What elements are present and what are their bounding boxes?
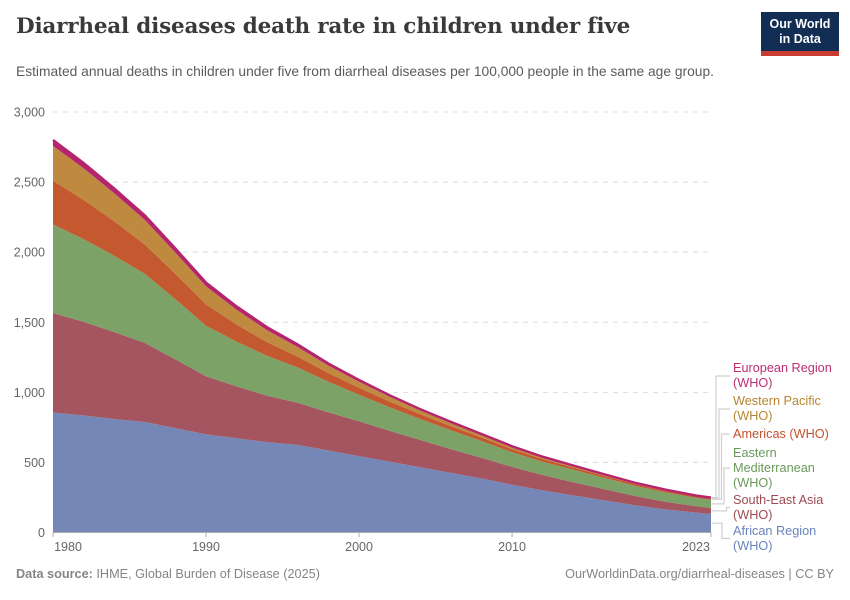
legend-item-western-pacific-who[interactable]: Western Pacific (WHO)	[733, 394, 821, 423]
x-axis-tick-label: 1990	[192, 540, 220, 554]
y-axis-tick-label: 2,500	[14, 176, 45, 190]
legend-connector-line	[711, 467, 730, 505]
x-axis-tick-label: 2000	[345, 540, 373, 554]
legend-item-eastern-mediterranean-who[interactable]: Eastern Mediterranean (WHO)	[733, 445, 815, 490]
owid-logo[interactable]: Our World in Data	[761, 12, 839, 56]
x-axis-tick-label: 2023	[682, 540, 710, 554]
y-axis-tick-label: 1,000	[14, 386, 45, 400]
legend-item-african-region-who[interactable]: African Region (WHO)	[733, 523, 817, 553]
y-axis-tick-label: 3,000	[14, 106, 45, 120]
legend-connector-line	[711, 375, 730, 499]
stack-top-line	[52, 139, 712, 499]
owid-url-license[interactable]: OurWorldinData.org/diarrheal-diseases | …	[565, 567, 834, 581]
x-axis-tick-label: 2010	[498, 540, 526, 554]
legend-item-european-region-who[interactable]: European Region (WHO)	[733, 361, 832, 390]
owid-logo-text: Our World in Data	[761, 12, 839, 51]
y-axis-tick-label: 2,000	[14, 246, 45, 260]
x-axis-tick-label: 1980	[54, 540, 82, 554]
legend-connector-line	[711, 433, 730, 500]
area-south-east-asia-who[interactable]	[53, 313, 711, 514]
legend-item-americas-who[interactable]: Americas (WHO)	[733, 426, 829, 441]
legend-connector-line	[711, 408, 730, 499]
data-source-note: Data source: IHME, Global Burden of Dise…	[16, 567, 320, 581]
legend-connector-line	[711, 506, 730, 512]
y-axis-tick-label: 1,500	[14, 316, 45, 330]
legend-connector-line	[711, 522, 730, 540]
chart-footer: Data source: IHME, Global Burden of Dise…	[16, 567, 834, 581]
page-title: Diarrheal diseases death rate in childre…	[16, 14, 631, 39]
legend-item-south-east-asia-who[interactable]: South-East Asia (WHO)	[733, 492, 824, 522]
chart-subtitle: Estimated annual deaths in children unde…	[16, 64, 714, 79]
y-axis-tick-label: 0	[38, 526, 45, 540]
area-african-region-who[interactable]	[53, 412, 711, 533]
owid-logo-red-bar	[761, 51, 839, 56]
y-axis-tick-label: 500	[24, 456, 45, 470]
